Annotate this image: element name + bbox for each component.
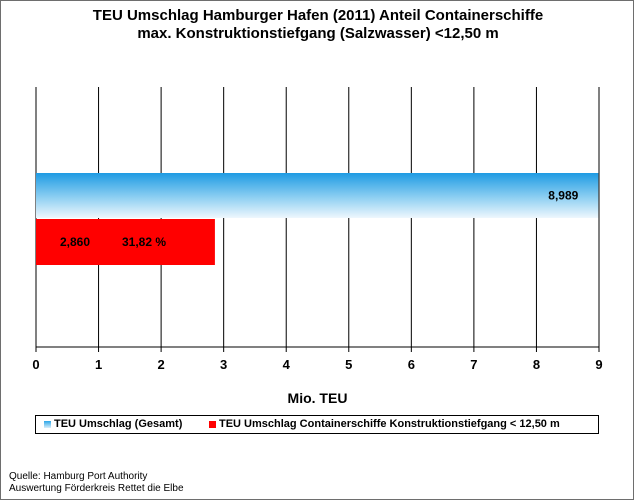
data-label-gesamt: 8,989 [548,189,578,203]
x-tick-label: 5 [345,357,352,372]
x-tick-label: 6 [408,357,415,372]
legend-swatch-containerschiffe [209,420,216,428]
x-tick-label: 1 [95,357,102,372]
legend-label-gesamt: TEU Umschlag (Gesamt) [54,418,183,430]
legend-item-gesamt: TEU Umschlag (Gesamt) [44,418,182,430]
x-tick-label: 0 [32,357,39,372]
x-tick-label: 2 [157,357,164,372]
legend-label-containerschiffe: TEU Umschlag Containerschiffe Konstrukti… [219,418,560,430]
x-tick-label: 4 [283,357,291,372]
x-axis-label: Mio. TEU [288,390,348,406]
legend-swatch-gesamt [44,420,51,428]
bar-containerschiffe [36,219,215,265]
data-label-containerschiffe: 2,860 [60,235,90,249]
source-line-1: Quelle: Hamburg Port Authority [9,471,148,482]
share-label-containerschiffe: 31,82 % [122,235,166,249]
legend-item-containerschiffe: TEU Umschlag Containerschiffe Konstrukti… [209,418,560,430]
x-tick-label: 9 [595,357,602,372]
chart-subtitle: max. Konstruktionstiefgang (Salzwasser) … [137,25,499,42]
source-line-2: Auswertung Förderkreis Rettet die Elbe [9,483,184,494]
chart-legend: TEU Umschlag (Gesamt) TEU Umschlag Conta… [35,415,599,434]
x-tick-label: 8 [533,357,540,372]
x-tick-label: 3 [220,357,227,372]
chart-title: TEU Umschlag Hamburger Hafen (2011) Ante… [92,7,544,24]
x-tick-label: 7 [470,357,477,372]
bar-gesamt [36,173,599,218]
